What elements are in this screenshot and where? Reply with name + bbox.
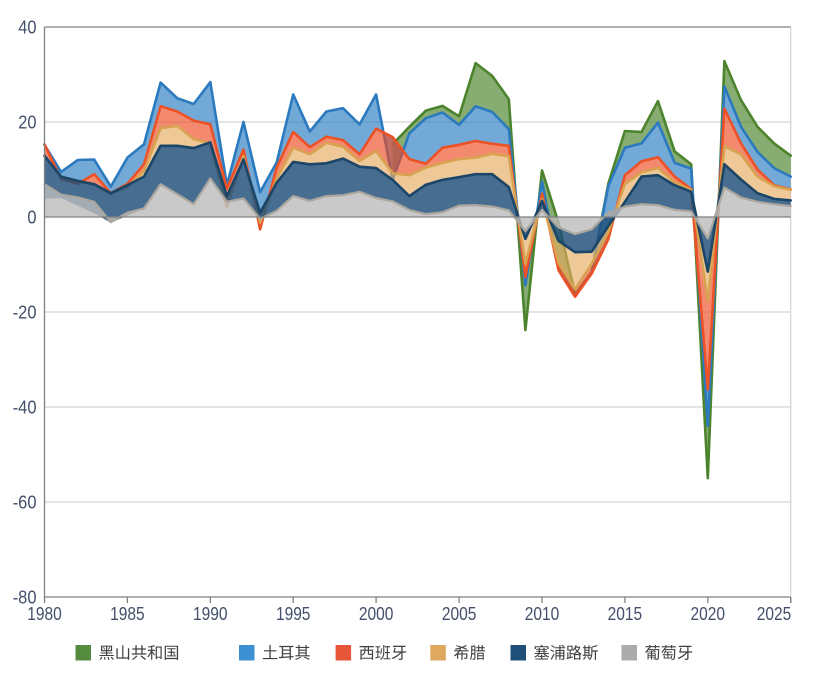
svg-text:2025: 2025 (757, 604, 792, 624)
svg-text:1980: 1980 (27, 604, 62, 624)
svg-text:2005: 2005 (442, 604, 477, 624)
svg-text:1985: 1985 (110, 604, 145, 624)
svg-text:40: 40 (18, 18, 36, 38)
svg-text:1995: 1995 (276, 604, 311, 624)
svg-text:-60: -60 (13, 493, 37, 513)
svg-text:20: 20 (18, 113, 36, 133)
svg-text:0: 0 (27, 208, 36, 228)
svg-text:2000: 2000 (359, 604, 394, 624)
svg-text:2010: 2010 (525, 604, 560, 624)
svg-text:1990: 1990 (193, 604, 228, 624)
svg-text:-80: -80 (13, 588, 37, 608)
svg-text:-40: -40 (13, 398, 37, 418)
svg-text:2015: 2015 (608, 604, 643, 624)
svg-text:2020: 2020 (691, 604, 726, 624)
svg-text:-20: -20 (13, 303, 37, 323)
